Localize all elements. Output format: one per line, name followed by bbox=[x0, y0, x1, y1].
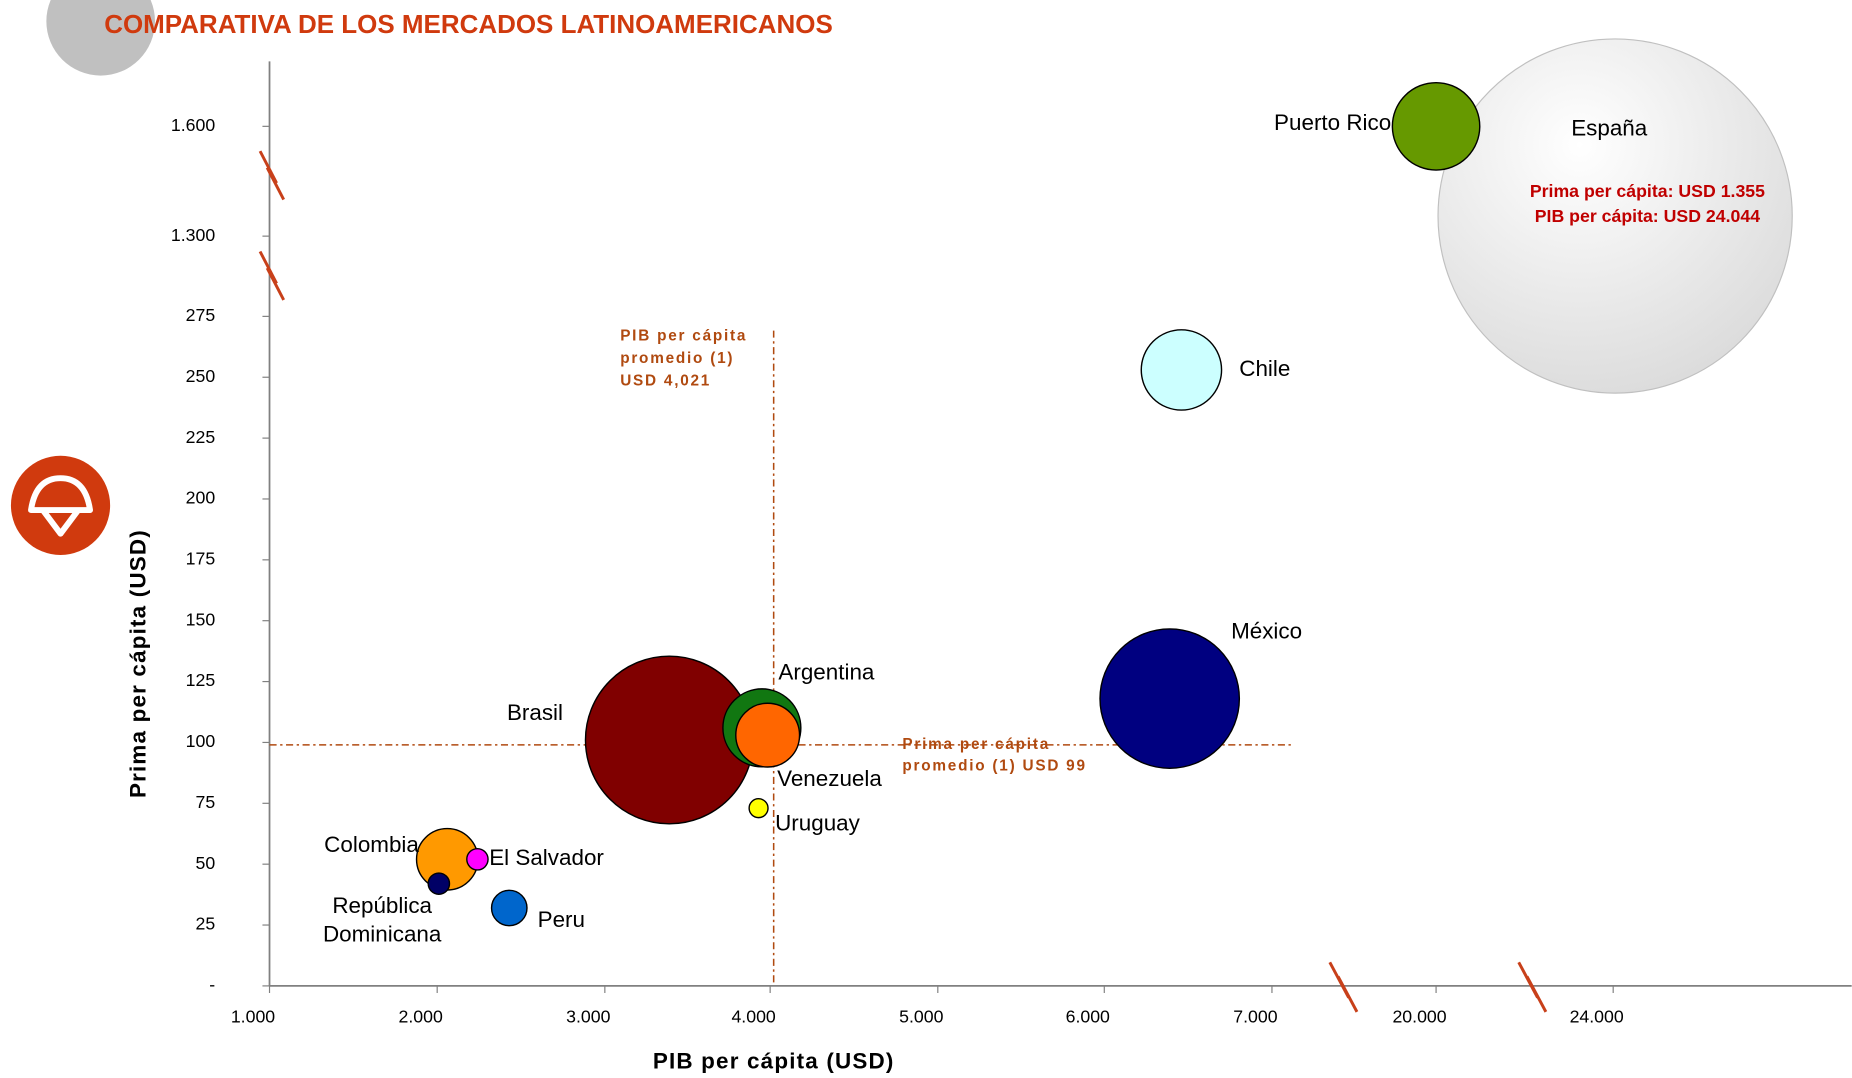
y-tick-label: 50 bbox=[196, 853, 216, 873]
bubble-label-line: República bbox=[332, 893, 432, 918]
bubble bbox=[1099, 628, 1241, 769]
y-tick-label: 200 bbox=[186, 488, 216, 508]
y-tick-label: 1.300 bbox=[171, 225, 215, 245]
x-tick-label: 2.000 bbox=[398, 1006, 442, 1026]
x-tick-label: 6.000 bbox=[1066, 1006, 1110, 1026]
x-axis-title: PIB per cápita (USD) bbox=[653, 1049, 895, 1074]
y-tick-label: 75 bbox=[196, 792, 216, 812]
annotation: Prima per cápita: USD 1.355 bbox=[1530, 181, 1765, 201]
decor-circle bbox=[46, 0, 155, 76]
chart-title: COMPARATIVA DE LOS MERCADOS LATINOAMERIC… bbox=[104, 9, 833, 39]
reference-label: PIB per cápita bbox=[620, 328, 747, 345]
bubble bbox=[1437, 38, 1793, 394]
bubble bbox=[748, 798, 769, 819]
annotation: PIB per cápita: USD 24.044 bbox=[1535, 206, 1760, 226]
bubble-label: Chile bbox=[1239, 356, 1290, 381]
bubble-label: Brasil bbox=[507, 700, 563, 725]
y-tick-label: 25 bbox=[196, 914, 216, 934]
bubble bbox=[490, 889, 528, 927]
x-tick-label: 20.000 bbox=[1392, 1006, 1446, 1026]
x-tick-label: 3.000 bbox=[566, 1006, 610, 1026]
reference-label: USD 4,021 bbox=[620, 372, 711, 389]
bubble bbox=[1391, 81, 1481, 171]
bubble-label: El Salvador bbox=[489, 845, 604, 870]
y-tick-label: 100 bbox=[186, 731, 216, 751]
bubble-label: Colombia bbox=[324, 832, 419, 857]
bubble-label: República Dominicana bbox=[323, 893, 442, 946]
y-tick-label: 1.600 bbox=[171, 115, 215, 135]
bubble bbox=[466, 847, 489, 871]
bubble-label: España bbox=[1571, 116, 1648, 141]
x-tick-label: 24.000 bbox=[1570, 1006, 1624, 1026]
bubble bbox=[427, 872, 451, 895]
bubble-label: Argentina bbox=[778, 659, 875, 684]
y-tick-label: 275 bbox=[186, 305, 216, 325]
bubble-label: Peru bbox=[538, 907, 585, 932]
x-tick-label: 1.000 bbox=[231, 1006, 275, 1026]
axis-breaks bbox=[258, 150, 1548, 1013]
y-tick-label: 225 bbox=[186, 427, 216, 447]
y-tick-label: 150 bbox=[186, 609, 216, 629]
x-tick-label: 7.000 bbox=[1233, 1006, 1277, 1026]
bubble-label: Uruguay bbox=[775, 811, 861, 836]
reference-label: promedio (1) USD 99 bbox=[902, 757, 1086, 774]
reference-label: promedio (1) bbox=[620, 350, 734, 367]
y-tick-label: 125 bbox=[186, 670, 216, 690]
bubble-label: Puerto Rico bbox=[1274, 110, 1391, 135]
x-tick-label: 4.000 bbox=[731, 1006, 775, 1026]
bubble-label: Venezuela bbox=[777, 766, 882, 791]
y-tick-label: 175 bbox=[186, 549, 216, 569]
y-axis-title: Prima per cápita (USD) bbox=[126, 529, 151, 798]
reference-label: Prima per cápita bbox=[902, 736, 1050, 753]
x-tick-label: 5.000 bbox=[899, 1006, 943, 1026]
bubble-label: México bbox=[1231, 618, 1302, 643]
y-tick-label: 250 bbox=[186, 366, 216, 386]
logo bbox=[10, 455, 111, 555]
bubble bbox=[1140, 329, 1223, 411]
y-tick-label: - bbox=[209, 975, 215, 995]
bubble bbox=[735, 702, 801, 768]
bubble-label-line: Dominicana bbox=[323, 922, 442, 947]
